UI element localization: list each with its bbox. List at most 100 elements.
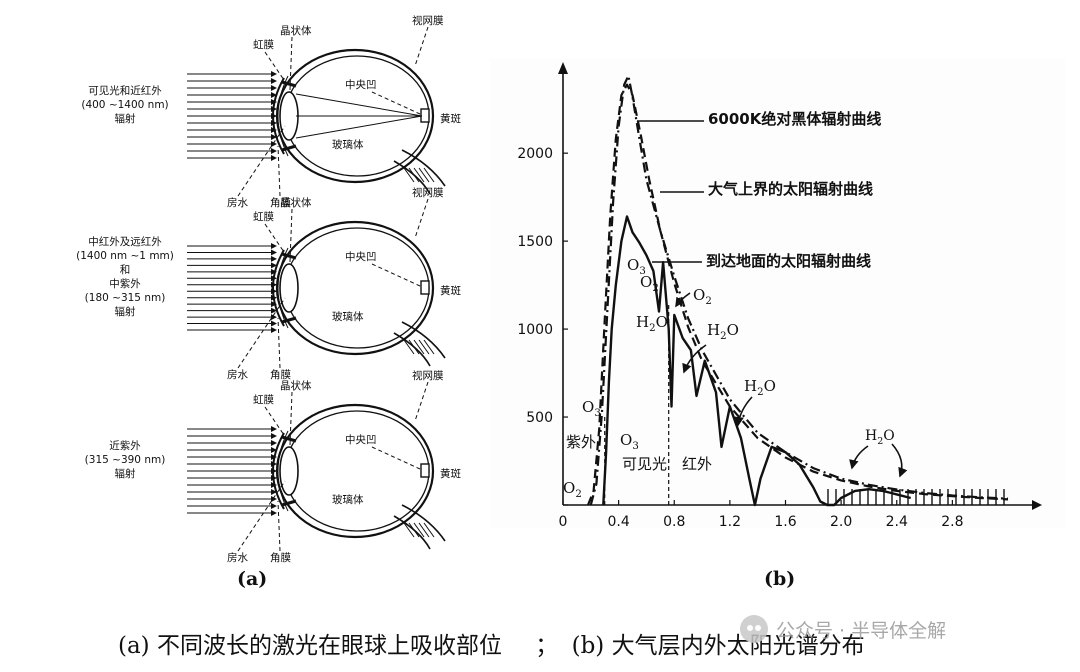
eye-part-fovea: 中央凹 [345, 250, 377, 263]
radiation-label-line: (180 ~315 nm) [85, 292, 166, 304]
optic-nerve [393, 515, 431, 550]
annotation-ground: 到达地面的太阳辐射曲线 [706, 252, 871, 270]
radiation-label-line: (315 ~390 nm) [85, 454, 166, 466]
eye-part-iris: 虹膜 [253, 39, 274, 51]
iris-shape [281, 435, 297, 443]
absorption-arrow [682, 344, 707, 374]
absorber-o2: O2 [693, 286, 712, 307]
label-leader [264, 406, 285, 436]
radiation-label-line: 中紫外 [109, 277, 141, 290]
label-leader [371, 446, 421, 470]
absorber-o3: O3 [620, 431, 639, 452]
absorption-arrow [891, 443, 908, 478]
optic-nerve-hatch [413, 339, 425, 355]
optic-nerve-hatch [423, 167, 435, 183]
caption-right: (b) 大气层内外太阳光谱分布 [571, 633, 865, 659]
radiation-label-line: (1400 nm ~1 mm) [76, 250, 174, 262]
absorber-h2o: H2O [636, 313, 668, 334]
eye-part-lens: 晶状体 [280, 379, 312, 392]
label-leader [371, 91, 421, 115]
annotation-extraterrestrial: 大气上界的太阳辐射曲线 [708, 180, 873, 198]
label-leader [264, 223, 285, 253]
optic-nerve-hatch [413, 522, 425, 538]
caption-left: (a) 不同波长的激光在眼球上吸收部位 [118, 633, 502, 659]
eye-part-aqueous: 房水 [227, 551, 248, 564]
absorption-hatch [821, 489, 903, 505]
x-axis-arrow [1032, 500, 1042, 510]
y-tick-label: 500 [526, 410, 553, 426]
y-axis-arrow [558, 62, 568, 74]
absorption-arrow [849, 445, 869, 470]
eye-part-macula: 黄斑 [440, 112, 461, 125]
eye-part-retina: 视网膜 [412, 186, 444, 199]
x-tick-label: 0 [559, 514, 568, 530]
optic-nerve [393, 332, 431, 367]
label-leader [277, 145, 281, 197]
annotation-blackbody: 6000K绝对黑体辐射曲线 [708, 110, 881, 128]
retina-outline [284, 227, 430, 349]
radiation-label-line: 和 [120, 264, 131, 276]
absorber-h2o: H2O [744, 377, 776, 398]
optic-nerve-hatch [403, 339, 415, 355]
optic-nerve [401, 504, 446, 542]
focus-ray [295, 115, 423, 139]
eye-part-cornea: 角膜 [270, 197, 291, 209]
label-leader [414, 198, 429, 239]
lens-shape [279, 446, 299, 496]
optic-nerve-hatch [403, 522, 415, 538]
panel-b-solar-spectrum-chart: 0 0.4 0.8 1.2 1.6 2.0 2.4 2.8 500 1000 1500 2000 60… [490, 58, 1065, 530]
eye-part-vitreous: 玻璃体 [332, 138, 364, 151]
chart-tick-labels: 0 0.4 0.8 1.2 1.6 2.0 2.4 2.8 500 1000 1500 2000 [517, 146, 963, 530]
absorption-arrow [734, 396, 753, 427]
absorber-o2: O2 [640, 273, 659, 294]
absorber-o3: O3 [582, 398, 601, 419]
macula-box [420, 108, 430, 123]
eye-part-lens: 晶状体 [280, 196, 312, 209]
optic-nerve-hatch [423, 522, 435, 538]
label-leader [371, 263, 421, 287]
x-tick-label: 1.2 [719, 514, 741, 530]
eye-part-lens: 晶状体 [280, 24, 312, 37]
radiation-label-line: 中红外及远红外 [88, 235, 162, 248]
label-leader [237, 125, 286, 197]
label-leader [237, 480, 286, 552]
absorber-o3: O3 [627, 256, 646, 277]
label-leader [277, 317, 281, 369]
x-tick-label: 0.8 [663, 514, 685, 530]
panel-b-label: (b) [764, 568, 795, 590]
sclera-outline [275, 220, 435, 356]
lens-shape [279, 263, 299, 313]
x-tick-label: 1.6 [774, 514, 796, 530]
macula-box [420, 280, 430, 295]
x-tick-label: 0.4 [607, 514, 629, 530]
radiation-label-line: 辐射 [115, 305, 136, 318]
optic-nerve-hatch [418, 167, 430, 183]
label-leader [414, 381, 429, 422]
eye-part-vitreous: 玻璃体 [332, 310, 364, 323]
absorber-h2o: H2O [865, 428, 895, 447]
eye-part-cornea: 角膜 [270, 369, 291, 381]
optic-nerve-hatch [408, 167, 420, 183]
optic-nerve-hatch [418, 339, 430, 355]
x-tick-label: 2.4 [886, 514, 908, 530]
cornea-shape [272, 432, 285, 510]
iris-shape [281, 144, 297, 152]
lens-shape [279, 91, 299, 141]
eye-diagram-1: 可见光和近红外(400 ~1400 nm)辐射虹膜晶状体视网膜中央凹黄斑玻璃体房… [81, 14, 461, 209]
label-leader [264, 51, 285, 81]
panel-a-label: (a) [237, 568, 267, 590]
x-tick-label: 2.8 [941, 514, 963, 530]
sclera-outline [275, 403, 435, 539]
optic-nerve [393, 160, 431, 195]
eye-part-iris: 虹膜 [253, 394, 274, 406]
label-leader [414, 26, 429, 67]
optic-nerve-hatch [408, 522, 420, 538]
eye-part-macula: 黄斑 [440, 284, 461, 297]
radiation-label-line: 辐射 [115, 467, 136, 480]
label-leader [289, 36, 293, 91]
absorber-h2o: H2O [707, 321, 739, 342]
optic-nerve-hatch [408, 339, 420, 355]
